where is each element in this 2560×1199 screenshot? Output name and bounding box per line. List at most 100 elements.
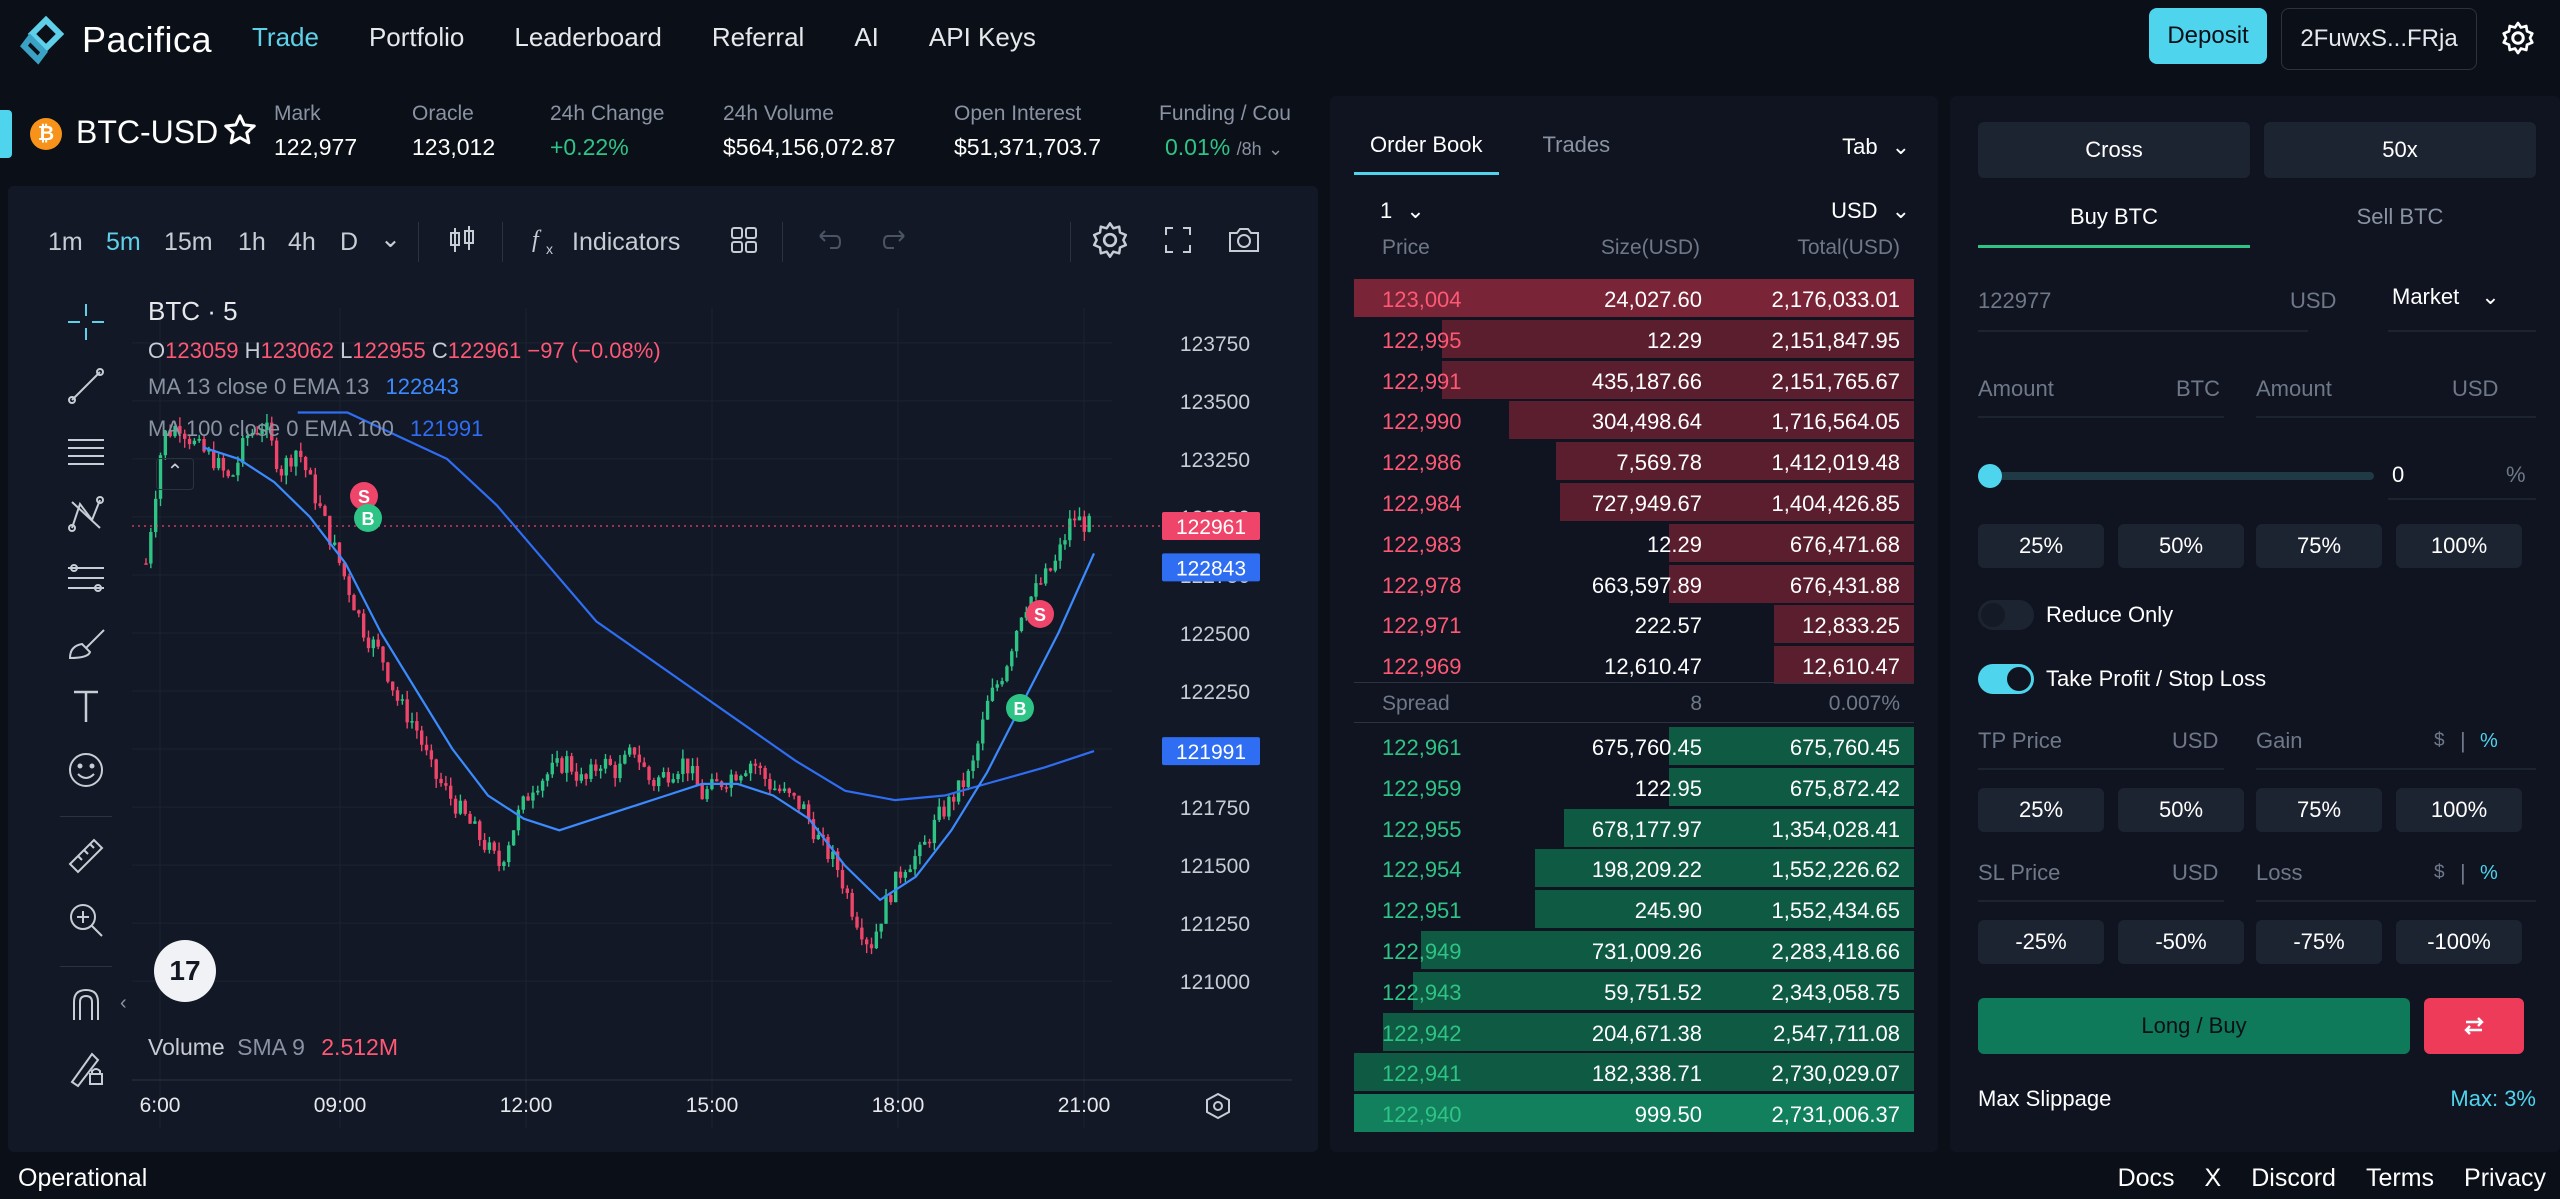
timeframe-15m[interactable]: 15m [164, 228, 213, 256]
lock-drawing-icon[interactable] [62, 1044, 110, 1092]
footer-privacy-link[interactable]: Privacy [2464, 1164, 2546, 1192]
ask-row[interactable]: 122,986 7,569.78 1,412,019.48 [1354, 442, 1914, 481]
amount-usd-input[interactable]: Amount [2256, 376, 2332, 401]
tab-sell[interactable]: Sell BTC [2356, 204, 2444, 229]
tradingview-logo[interactable]: 17 [154, 940, 216, 1002]
bid-row[interactable]: 122,949 731,009.26 2,283,418.66 [1354, 931, 1914, 969]
chevron-down-icon[interactable]: ⌄ [380, 225, 401, 253]
nav-api-keys[interactable]: API Keys [928, 22, 1036, 52]
gain-percent-toggle[interactable]: % [2480, 730, 2498, 752]
horizontal-lines-icon[interactable] [62, 426, 110, 474]
bid-row[interactable]: 122,959 122.95 675,872.42 [1354, 767, 1914, 806]
pct-75-button[interactable]: 75% [2256, 524, 2382, 568]
ask-row[interactable]: 122,990 304,498.64 1,716,564.05 [1354, 401, 1914, 440]
brush-icon[interactable] [62, 618, 110, 666]
footer-terms-link[interactable]: Terms [2365, 1164, 2435, 1192]
pct-25-button[interactable]: 25% [1978, 524, 2104, 568]
ask-row[interactable]: 123,004 24,027.60 2,176,033.01 [1354, 279, 1914, 317]
ask-row[interactable]: 122,995 12.29 2,151,847.95 [1354, 319, 1914, 358]
sl-50-button[interactable]: -50% [2118, 920, 2244, 964]
ask-row[interactable]: 122,991 435,187.66 2,151,765.67 [1354, 360, 1914, 399]
brand-logo[interactable]: Pacifica [20, 14, 212, 66]
size-slider-track[interactable] [1978, 472, 2374, 480]
ask-row[interactable]: 122,983 12.29 676,471.68 [1354, 523, 1914, 562]
ruler-measure-icon[interactable] [62, 832, 110, 880]
sidebar-toggle[interactable] [0, 110, 12, 158]
bid-row[interactable]: 122,943 59,751.52 2,343,058.75 [1354, 971, 1914, 1010]
trend-line-icon[interactable] [62, 362, 110, 410]
fib-retracement-icon[interactable] [62, 554, 110, 602]
long-buy-button[interactable]: Long / Buy [1978, 998, 2410, 1054]
nav-portfolio[interactable]: Portfolio [368, 22, 465, 52]
tp-50-button[interactable]: 50% [2118, 788, 2244, 832]
sl-100-button[interactable]: -100% [2396, 920, 2522, 964]
chart-settings-icon[interactable] [1090, 220, 1130, 260]
footer-docs-link[interactable]: Docs [2117, 1164, 2175, 1192]
leverage-button[interactable]: 50x [2264, 122, 2536, 178]
magnet-icon[interactable] [62, 980, 110, 1028]
tab-order-book[interactable]: Order Book [1354, 132, 1499, 175]
candle-style-icon[interactable] [442, 220, 482, 260]
nav-trade[interactable]: Trade [252, 22, 319, 52]
wallet-button[interactable]: 2FuwxS...FRja [2281, 8, 2477, 70]
bid-row[interactable]: 122,954 198,209.22 1,552,226.62 [1354, 849, 1914, 888]
indicators-button[interactable]: Indicators [572, 228, 681, 256]
price-chart[interactable]: 1237501235001232501230001227501225001222… [132, 288, 1292, 1148]
ask-row[interactable]: 122,969 12,610.47 12,610.47 [1354, 646, 1914, 685]
pct-100-button[interactable]: 100% [2396, 524, 2522, 568]
max-slippage-value[interactable]: Max: 3% [2450, 1086, 2536, 1111]
camera-screenshot-icon[interactable] [1224, 220, 1264, 260]
favorite-star-icon[interactable] [222, 112, 258, 148]
bid-row[interactable]: 122,942 204,671.38 2,547,711.08 [1354, 1012, 1914, 1051]
slider-value[interactable]: 0 [2392, 462, 2405, 487]
function-fx-icon[interactable]: f x [526, 220, 566, 260]
nav-referral[interactable]: Referral [711, 22, 805, 52]
zoom-in-icon[interactable] [62, 896, 110, 944]
gain-dollar-toggle[interactable]: $ [2434, 730, 2445, 751]
layout-grid-icon[interactable] [724, 220, 764, 260]
collapse-legend-button[interactable]: ⌃ [156, 458, 194, 490]
sl-75-button[interactable]: -75% [2256, 920, 2382, 964]
sl-25-button[interactable]: -25% [1978, 920, 2104, 964]
settings-gear-icon[interactable] [2500, 20, 2536, 56]
crosshair-icon[interactable] [62, 298, 110, 346]
footer-x-link[interactable]: X [2204, 1164, 2222, 1192]
ask-row[interactable]: 122,971 222.57 12,833.25 [1354, 605, 1914, 644]
tab-trades[interactable]: Trades [1542, 132, 1611, 157]
view-select[interactable]: Tab ⌄ [1842, 134, 1910, 160]
reduce-only-toggle[interactable] [1978, 600, 2034, 630]
fullscreen-icon[interactable] [1158, 220, 1198, 260]
redo-icon[interactable] [876, 220, 916, 260]
text-tool-icon[interactable] [62, 682, 110, 730]
precision-select[interactable]: 1 ⌄ [1380, 198, 1425, 224]
nav-ai[interactable]: AI [854, 22, 879, 52]
footer-discord-link[interactable]: Discord [2251, 1164, 2336, 1192]
tp-75-button[interactable]: 75% [2256, 788, 2382, 832]
stat-funding[interactable]: Funding / Cou 0.01% /8h ⌄ [1159, 102, 1295, 161]
ask-row[interactable]: 122,978 663,597.89 676,431.88 [1354, 564, 1914, 603]
tab-buy[interactable]: Buy BTC [1978, 202, 2250, 248]
auto-scale-icon[interactable] [1202, 1090, 1234, 1122]
price-input[interactable]: 122977 [1978, 288, 2052, 313]
timeframe-5m[interactable]: 5m [106, 228, 141, 256]
sl-price-input[interactable]: SL Price [1978, 860, 2061, 885]
margin-mode-button[interactable]: Cross [1978, 122, 2250, 178]
pitchfork-icon[interactable] [62, 490, 110, 538]
timeframe-4h[interactable]: 4h [288, 228, 316, 256]
chevron-left-icon[interactable]: ‹ [120, 992, 127, 1014]
currency-select[interactable]: USD ⌄ [1831, 198, 1910, 224]
loss-dollar-toggle[interactable]: $ [2434, 862, 2445, 883]
timeframe-1m[interactable]: 1m [48, 228, 83, 256]
ask-row[interactable]: 122,984 727,949.67 1,404,426.85 [1354, 483, 1914, 521]
undo-icon[interactable] [808, 220, 848, 260]
bid-row[interactable]: 122,961 675,760.45 675,760.45 [1354, 727, 1914, 765]
emoji-icon[interactable] [62, 746, 110, 794]
loss-input[interactable]: Loss [2256, 860, 2303, 885]
bid-row[interactable]: 122,941 182,338.71 2,730,029.07 [1354, 1053, 1914, 1092]
gain-input[interactable]: Gain [2256, 728, 2303, 753]
bid-row[interactable]: 122,940 999.50 2,731,006.37 [1354, 1094, 1914, 1133]
deposit-button[interactable]: Deposit [2149, 8, 2267, 64]
timeframe-1h[interactable]: 1h [238, 228, 266, 256]
timeframe-d[interactable]: D [340, 228, 359, 256]
nav-leaderboard[interactable]: Leaderboard [514, 22, 662, 52]
